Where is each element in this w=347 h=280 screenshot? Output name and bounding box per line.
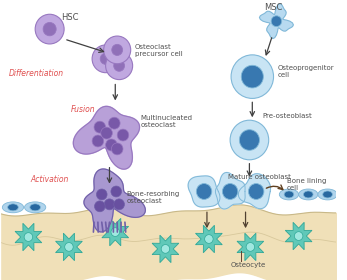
Text: Bone lining
cell: Bone lining cell <box>287 178 327 191</box>
Polygon shape <box>152 235 179 263</box>
Circle shape <box>92 135 104 147</box>
Text: MSC: MSC <box>264 3 282 12</box>
Ellipse shape <box>25 202 46 213</box>
Circle shape <box>230 120 269 160</box>
Ellipse shape <box>299 189 318 200</box>
Circle shape <box>241 65 263 88</box>
Polygon shape <box>195 225 222 253</box>
Circle shape <box>161 244 170 253</box>
Circle shape <box>205 235 213 243</box>
Text: Multinucleated
osteoclast: Multinucleated osteoclast <box>140 115 192 128</box>
Circle shape <box>271 16 282 27</box>
Circle shape <box>104 36 131 64</box>
Ellipse shape <box>284 191 294 198</box>
Circle shape <box>105 52 133 80</box>
Circle shape <box>111 186 121 197</box>
Circle shape <box>94 121 105 133</box>
Polygon shape <box>56 233 82 261</box>
Circle shape <box>239 130 260 150</box>
Text: Activation: Activation <box>30 175 69 184</box>
Polygon shape <box>237 233 264 261</box>
Circle shape <box>294 232 303 241</box>
Ellipse shape <box>323 191 332 198</box>
Polygon shape <box>73 106 139 169</box>
Polygon shape <box>102 218 129 246</box>
Circle shape <box>111 143 123 155</box>
Circle shape <box>94 201 105 212</box>
Text: Pre-osteoblast: Pre-osteoblast <box>262 113 312 119</box>
Text: HSC: HSC <box>61 13 79 22</box>
Text: Differentiation: Differentiation <box>9 69 64 78</box>
Circle shape <box>248 184 264 199</box>
Circle shape <box>35 14 64 44</box>
Ellipse shape <box>2 202 24 213</box>
Ellipse shape <box>30 204 41 211</box>
Text: Osteoclast
precursor cell: Osteoclast precursor cell <box>135 44 182 57</box>
Circle shape <box>222 184 238 199</box>
Circle shape <box>231 55 273 98</box>
Circle shape <box>114 199 125 210</box>
Circle shape <box>104 199 115 210</box>
Polygon shape <box>84 169 145 232</box>
Ellipse shape <box>303 191 313 198</box>
Circle shape <box>112 44 122 55</box>
Circle shape <box>246 242 255 251</box>
Ellipse shape <box>318 189 337 200</box>
Circle shape <box>111 228 119 236</box>
Ellipse shape <box>279 189 299 200</box>
Circle shape <box>92 45 119 73</box>
Polygon shape <box>15 223 42 251</box>
Text: Fusion: Fusion <box>71 105 95 114</box>
Circle shape <box>196 184 212 199</box>
Polygon shape <box>238 174 270 209</box>
Text: Osteocyte: Osteocyte <box>231 262 266 268</box>
Circle shape <box>65 242 73 251</box>
Circle shape <box>105 139 117 151</box>
Text: Osteoprogenitor
cell: Osteoprogenitor cell <box>277 65 334 78</box>
Ellipse shape <box>8 204 18 211</box>
Polygon shape <box>260 4 294 39</box>
Circle shape <box>100 53 111 64</box>
Polygon shape <box>285 222 312 250</box>
Text: Bone-resorbing
osteoclast: Bone-resorbing osteoclast <box>127 192 180 204</box>
Circle shape <box>101 127 112 139</box>
Text: Mature osteoblast: Mature osteoblast <box>228 174 291 180</box>
Polygon shape <box>188 176 220 207</box>
Circle shape <box>109 117 120 129</box>
Circle shape <box>24 233 33 241</box>
Circle shape <box>117 129 129 141</box>
Circle shape <box>114 60 125 71</box>
Circle shape <box>96 189 107 200</box>
Circle shape <box>43 22 56 36</box>
Polygon shape <box>215 172 245 209</box>
